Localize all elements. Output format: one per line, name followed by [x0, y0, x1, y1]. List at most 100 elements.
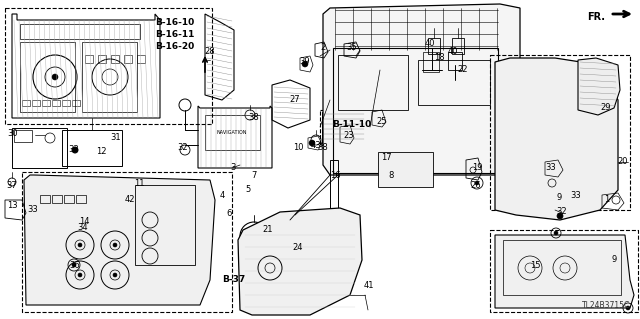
Bar	[72, 100, 80, 106]
Text: 28: 28	[205, 48, 215, 56]
Text: 24: 24	[292, 243, 303, 253]
Bar	[137, 55, 145, 63]
Bar	[378, 152, 433, 187]
Text: 30: 30	[8, 129, 19, 137]
Bar	[490, 230, 638, 312]
Text: 32: 32	[557, 207, 567, 217]
Text: 3: 3	[230, 164, 236, 173]
Text: 23: 23	[344, 130, 355, 139]
Bar	[418, 60, 490, 105]
Bar	[205, 115, 260, 150]
Bar	[32, 100, 40, 106]
Bar	[20, 42, 75, 112]
Circle shape	[113, 273, 117, 277]
Text: 20: 20	[618, 158, 628, 167]
Bar	[452, 38, 464, 54]
Circle shape	[557, 213, 563, 219]
Text: B-11-10: B-11-10	[332, 120, 371, 129]
Bar	[111, 55, 119, 63]
Bar	[22, 172, 232, 312]
Polygon shape	[323, 4, 520, 175]
Circle shape	[626, 306, 630, 310]
Text: 35: 35	[347, 43, 357, 53]
Bar	[62, 130, 122, 166]
Text: 1: 1	[604, 196, 610, 204]
Text: 2: 2	[321, 43, 326, 53]
Bar	[22, 100, 30, 106]
Text: 25: 25	[377, 116, 387, 125]
Text: 10: 10	[292, 144, 303, 152]
Text: 5: 5	[245, 186, 251, 195]
Text: 34: 34	[77, 224, 88, 233]
Text: 33: 33	[571, 190, 581, 199]
Bar	[82, 42, 137, 112]
Circle shape	[554, 231, 558, 235]
Circle shape	[475, 181, 479, 185]
Bar	[40, 195, 50, 203]
Circle shape	[302, 61, 308, 67]
Text: 27: 27	[290, 95, 300, 105]
Text: 6: 6	[227, 210, 232, 219]
Bar	[64, 195, 74, 203]
Text: NAVIGATION: NAVIGATION	[217, 130, 247, 136]
Polygon shape	[578, 58, 620, 115]
Circle shape	[113, 243, 117, 247]
Text: 40: 40	[425, 39, 435, 48]
Bar	[76, 195, 86, 203]
Text: 7: 7	[252, 170, 257, 180]
Text: 33: 33	[68, 145, 79, 154]
Text: 36: 36	[70, 261, 81, 270]
Bar	[503, 240, 621, 295]
Text: 38: 38	[248, 114, 259, 122]
Text: 29: 29	[601, 103, 611, 113]
Text: 11: 11	[134, 179, 144, 188]
Bar	[124, 55, 132, 63]
Text: 14: 14	[79, 218, 89, 226]
Text: 18: 18	[434, 53, 444, 62]
Circle shape	[309, 140, 315, 146]
Text: 39: 39	[300, 57, 310, 66]
Text: 15: 15	[530, 261, 540, 270]
Bar	[330, 160, 338, 250]
Bar	[448, 52, 462, 70]
Text: 33: 33	[546, 164, 556, 173]
Text: 37: 37	[6, 181, 17, 189]
Text: B-37: B-37	[222, 275, 245, 284]
Text: B-16-10: B-16-10	[155, 18, 195, 27]
Text: FR.: FR.	[587, 12, 605, 22]
Bar	[12, 128, 67, 168]
Bar	[98, 55, 106, 63]
Polygon shape	[24, 175, 215, 305]
Text: 38: 38	[317, 143, 328, 152]
Text: B-16-20: B-16-20	[155, 42, 195, 51]
Text: 9: 9	[556, 194, 562, 203]
Text: 26: 26	[470, 181, 481, 189]
Circle shape	[72, 263, 76, 267]
Bar	[423, 52, 439, 72]
Text: 13: 13	[6, 201, 17, 210]
Text: 41: 41	[364, 280, 374, 290]
Bar	[320, 110, 370, 145]
Text: 12: 12	[96, 147, 106, 157]
Bar	[20, 24, 140, 39]
Bar	[428, 38, 440, 54]
Polygon shape	[495, 235, 634, 308]
Bar	[62, 100, 70, 106]
Bar	[85, 55, 93, 63]
Bar	[338, 55, 408, 110]
Circle shape	[78, 273, 82, 277]
Text: 16: 16	[330, 170, 340, 180]
Text: 43: 43	[310, 140, 321, 150]
Bar	[5, 8, 212, 124]
Polygon shape	[238, 208, 362, 315]
Text: 19: 19	[472, 162, 483, 172]
Text: 40: 40	[448, 48, 458, 56]
Bar	[135, 185, 195, 265]
Text: 8: 8	[388, 172, 394, 181]
Bar	[42, 100, 50, 106]
Text: B-16-11: B-16-11	[155, 30, 195, 39]
Text: 42: 42	[125, 196, 135, 204]
Circle shape	[78, 243, 82, 247]
Text: 21: 21	[263, 226, 273, 234]
Text: 22: 22	[458, 65, 468, 75]
